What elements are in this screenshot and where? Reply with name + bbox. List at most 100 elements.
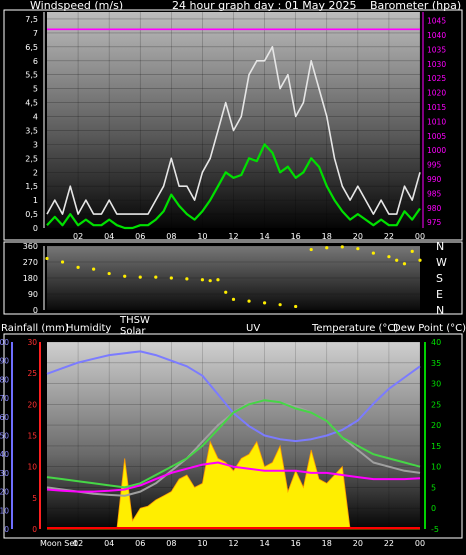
humidity-y-tick-label: 50 [0, 432, 9, 441]
wind-y-tick-label: 0,5 [25, 210, 38, 219]
barometer-y-tick-label: 1010 [427, 117, 446, 126]
humidity-y-tick-label: 0 [4, 525, 9, 534]
climate-x-tick-label: 02 [73, 539, 83, 548]
climate-x-tick-label: 10 [197, 539, 207, 548]
wind-y-tick-label: 7 [33, 29, 38, 38]
direction-point [294, 304, 298, 309]
temperature-y-tick-label: 40 [431, 338, 441, 347]
wind-y-tick-label: 3 [33, 140, 38, 149]
wind-y-tick-label: 6 [33, 57, 38, 66]
wind-y-tick-label: 3,5 [25, 126, 38, 135]
direction-point [278, 303, 282, 307]
humidity-y-tick-label: 70 [0, 394, 9, 403]
temperature-y-tick-label: 0 [431, 504, 436, 513]
climate-x-tick-label: 14 [259, 539, 269, 548]
barometer-y-tick-label: 1015 [427, 103, 446, 112]
humidity-y-tick-label: 20 [0, 488, 9, 497]
humidity-y-tick-label: 90 [0, 357, 9, 366]
direction-y-tick-label: 360 [23, 242, 38, 251]
wind-panel-frame [3, 9, 463, 241]
climate-x-tick-label: 00 [415, 539, 425, 548]
direction-y-tick-label: 90 [28, 290, 38, 299]
humidity-y-tick-label: 10 [0, 506, 9, 515]
temperature-y-tick-label: -5 [431, 525, 439, 534]
direction-y-tick-label: 180 [23, 274, 38, 283]
direction-point [395, 258, 399, 262]
direction-point [200, 278, 205, 282]
wind-x-tick-label: 04 [104, 232, 114, 241]
wind-x-tick-label: 12 [228, 232, 238, 241]
barometer-y-tick-label: 995 [427, 161, 442, 170]
wind-x-tick-label: 02 [73, 232, 83, 241]
legend-thsw: THSW [119, 315, 150, 326]
moon-set-label: Moon Set [40, 539, 77, 548]
wind-gust-line [46, 45, 421, 215]
direction-point [138, 275, 142, 279]
wind-x-tick-label: 08 [166, 232, 176, 241]
legend-dewpoint: Dew Point (°C) [393, 323, 466, 334]
wind-y-tick-label: 0 [33, 224, 38, 233]
direction-point [107, 271, 111, 276]
direction-point [208, 279, 212, 283]
wind-x-tick-label: 18 [322, 232, 332, 241]
direction-point [247, 299, 251, 303]
humidity-y-tick-label: 80 [0, 375, 9, 384]
rainfall-y-tick-label: 0 [32, 525, 37, 534]
wind-plot-background [47, 12, 420, 228]
direction-point [123, 274, 127, 278]
temperature-y-tick-label: 35 [431, 359, 441, 368]
direction-y-tick-label: 270 [23, 258, 38, 267]
climate-x-tick-label: 18 [322, 539, 332, 548]
climate-x-tick-label: 08 [166, 539, 176, 548]
rainfall-y-tick-label: 20 [27, 400, 37, 409]
climate-x-tick-label: 22 [384, 539, 394, 548]
climate-x-tick-label: 20 [353, 539, 363, 548]
direction-point [402, 262, 407, 266]
direction-point [92, 267, 96, 271]
wind-y-tick-label: 1,5 [25, 182, 38, 191]
wind-ylabel: Windspeed (m/s) [30, 0, 123, 12]
temperature-y-tick-label: 30 [431, 380, 441, 389]
direction-point [60, 260, 65, 264]
barometer-y-tick-label: 1045 [427, 17, 446, 26]
compass-label: E [436, 288, 443, 301]
wind-y-tick-label: 4,5 [25, 99, 38, 108]
compass-label: N [436, 304, 444, 317]
direction-point [224, 290, 228, 294]
temperature-y-tick-label: 15 [431, 442, 441, 451]
wind-y-tick-label: 5 [33, 85, 38, 94]
direction-point [356, 247, 360, 251]
climate-x-tick-label: 12 [228, 539, 238, 548]
temperature-y-tick-label: 25 [431, 400, 441, 409]
solar-area [47, 440, 420, 530]
temperature-y-tick-label: 5 [431, 483, 436, 492]
humidity-y-tick-label: 100 [0, 338, 9, 347]
humidity-y-tick-label: 60 [0, 413, 9, 422]
legend-humidity: Humidity [66, 323, 111, 334]
direction-point [169, 276, 173, 280]
direction-point [418, 258, 422, 262]
wind-y-tick-label: 1 [33, 196, 38, 205]
barometer-y-tick-label: 990 [427, 175, 442, 184]
direction-panel-frame [3, 241, 463, 315]
climate-x-tick-label: 16 [291, 539, 301, 548]
direction-point [216, 278, 220, 282]
wind-x-tick-label: 14 [259, 232, 269, 241]
legend-temperature: Temperature (°C) [311, 323, 398, 334]
direction-point [410, 249, 414, 253]
temperature-line [46, 399, 421, 489]
direction-point [45, 256, 49, 261]
barometer-y-tick-label: 1005 [427, 132, 446, 141]
barometer-y-tick-label: 1030 [427, 60, 446, 69]
direction-point [76, 265, 80, 269]
wind-y-tick-label: 5,5 [25, 71, 38, 80]
direction-point [262, 301, 267, 305]
climate-panel-frame [3, 333, 463, 539]
climate-x-tick-label: 06 [135, 539, 145, 548]
compass-label: W [436, 256, 447, 269]
direction-point [371, 251, 375, 255]
compass-label: S [436, 272, 443, 285]
direction-point [387, 255, 391, 259]
barometer-y-tick-label: 1025 [427, 74, 446, 83]
